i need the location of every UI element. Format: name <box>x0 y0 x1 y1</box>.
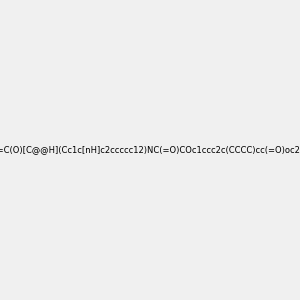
Text: O=C(O)[C@@H](Cc1c[nH]c2ccccc12)NC(=O)COc1ccc2c(CCCC)cc(=O)oc2c1: O=C(O)[C@@H](Cc1c[nH]c2ccccc12)NC(=O)COc… <box>0 146 300 154</box>
